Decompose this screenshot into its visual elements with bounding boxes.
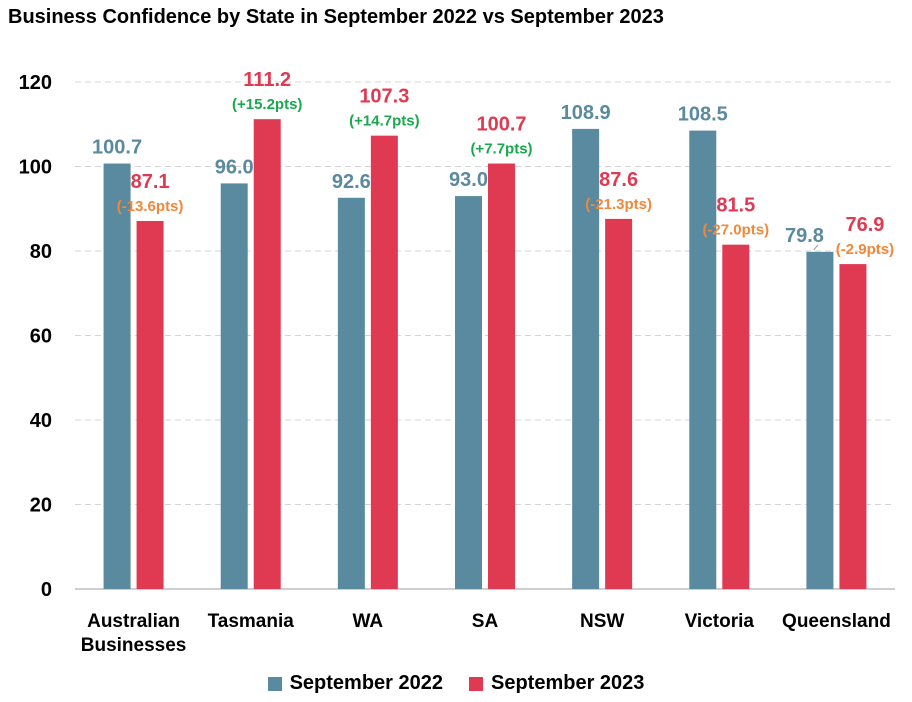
legend-label-2022: September 2022	[289, 672, 443, 694]
bar-2023-0	[136, 221, 164, 589]
leader-line-6	[813, 244, 819, 251]
bar-2022-6	[806, 251, 834, 589]
bar-2023-1	[253, 119, 281, 590]
change-label-6: (-2.9pts)	[836, 241, 894, 258]
y-tick-label-0: 0	[41, 579, 52, 601]
bar-2023-2	[370, 135, 398, 589]
bar-2022-1	[220, 183, 248, 589]
y-tick-labels: 0 20 40 60 80 100 120	[19, 72, 52, 601]
x-tick-label-5-0: Victoria	[685, 611, 755, 632]
change-label-4: (-21.3pts)	[585, 196, 652, 213]
data-label-2022-4: 108.9	[561, 102, 611, 124]
data-label-2022-5: 108.5	[678, 104, 728, 126]
x-tick-label-1-0: Tasmania	[208, 611, 295, 632]
legend: September 2022 September 2023	[0, 672, 912, 695]
y-tick-label-100: 100	[19, 157, 52, 179]
bar-2022-0	[103, 163, 131, 590]
change-label-5: (-27.0pts)	[702, 222, 769, 239]
x-tick-label-3-0: SA	[472, 611, 499, 632]
x-tick-label-0-1: Businesses	[81, 635, 187, 656]
data-labels: 100.7 87.1 (-13.6pts) 96.0 111.2 (+15.2pts) 92…	[92, 69, 894, 258]
bar-2023-6	[839, 264, 867, 589]
x-tick-label-2-0: WA	[353, 611, 384, 632]
bar-2023-4	[605, 218, 633, 589]
data-label-2023-4: 87.6	[599, 169, 638, 191]
legend-label-2023: September 2023	[491, 672, 645, 694]
y-tick-label-40: 40	[30, 410, 52, 432]
data-label-2022-6: 79.8	[785, 225, 824, 247]
change-label-3: (+7.7pts)	[470, 141, 532, 158]
data-label-2022-1: 96.0	[215, 156, 254, 178]
bar-2023-3	[488, 163, 515, 590]
y-tick-label-60: 60	[30, 326, 52, 348]
data-label-2023-5: 81.5	[716, 195, 755, 217]
y-tick-label-80: 80	[30, 241, 52, 263]
x-tick-label-0-0: Australian	[87, 611, 180, 632]
data-label-2023-0: 87.1	[131, 171, 170, 193]
x-tick-labels: Australian Businesses Tasmania WA SA NSW Victo…	[81, 611, 891, 656]
change-label-2: (+14.7pts)	[349, 113, 419, 130]
data-label-2022-0: 100.7	[92, 137, 142, 159]
y-tick-label-20: 20	[30, 495, 52, 517]
data-label-2022-2: 92.6	[332, 171, 371, 193]
gridlines	[75, 81, 895, 505]
change-label-1: (+15.2pts)	[232, 96, 302, 113]
chart-title: Business Confidence by State in Septembe…	[8, 6, 664, 28]
legend-swatch-2022	[267, 676, 282, 691]
bars	[103, 119, 867, 590]
legend-item-2022: September 2022	[267, 672, 443, 695]
legend-item-2023: September 2023	[469, 672, 644, 695]
bar-2023-5	[722, 244, 750, 589]
data-label-2023-2: 107.3	[359, 86, 409, 108]
bar-2022-3	[455, 196, 482, 589]
data-label-2023-1: 111.2	[243, 69, 291, 91]
change-label-0: (-13.6pts)	[117, 198, 184, 215]
data-label-2023-6: 76.9	[845, 214, 884, 236]
x-tick-label-6-0: Queensland	[782, 611, 891, 632]
data-label-2023-3: 100.7	[476, 114, 526, 136]
legend-swatch-2023	[469, 676, 483, 691]
y-tick-label-120: 120	[19, 72, 52, 94]
data-label-2022-3: 93.0	[449, 169, 488, 191]
bar-2022-2	[337, 197, 365, 589]
x-tick-label-4-0: NSW	[580, 611, 624, 632]
bar-2022-5	[689, 130, 717, 589]
bar-2022-4	[572, 128, 600, 589]
